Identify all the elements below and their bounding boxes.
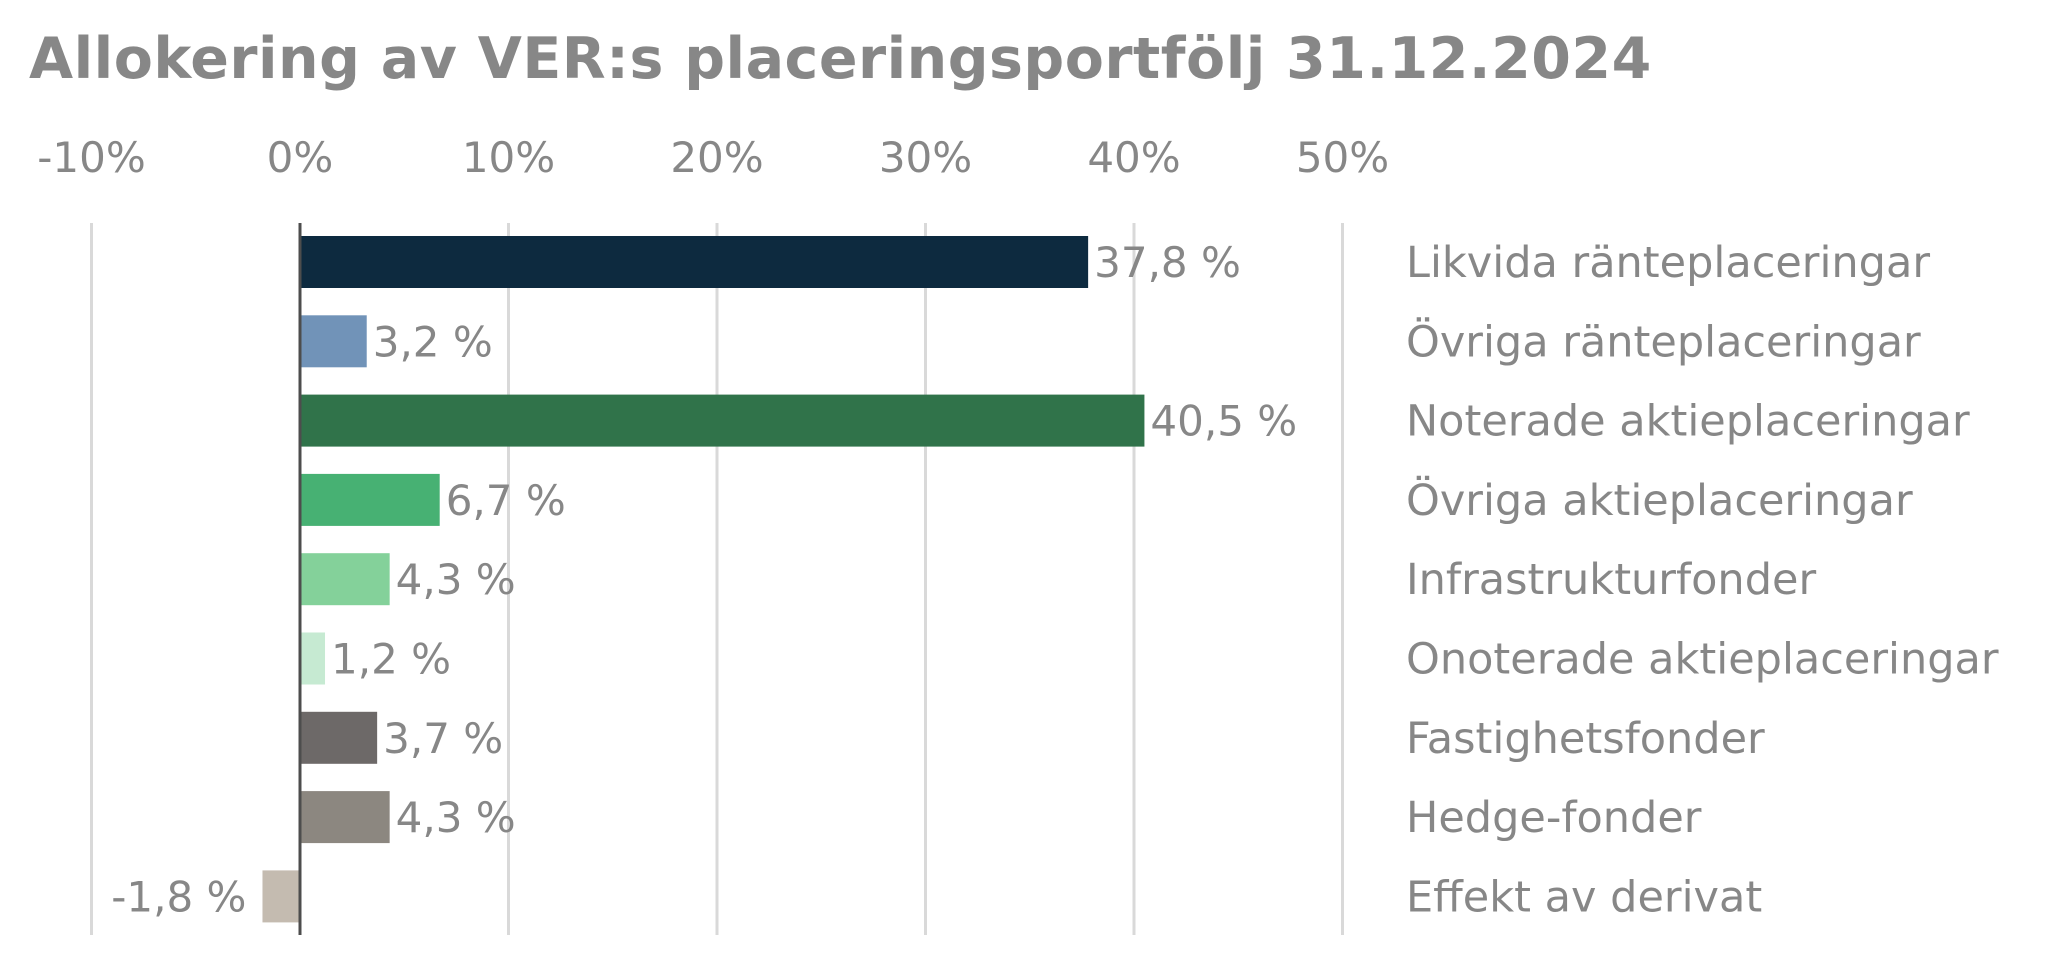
category-label: Hedge-fonder	[1406, 793, 1702, 843]
category-label: Effekt av derivat	[1406, 872, 1762, 922]
bar	[300, 791, 390, 844]
category-label: Onoterade aktieplaceringar	[1406, 635, 1999, 685]
x-tick-label: 30%	[879, 133, 972, 182]
x-tick-label: 50%	[1296, 133, 1389, 182]
x-tick-label: 0%	[267, 133, 334, 182]
chart-title: Allokering av VER:s placeringsportfölj 3…	[29, 26, 1652, 92]
value-label: 3,7 %	[383, 714, 503, 763]
category-label: Övriga ränteplaceringar	[1406, 316, 1921, 367]
bar	[262, 870, 300, 923]
value-label: 4,3 %	[396, 793, 516, 842]
bar	[300, 473, 440, 526]
value-label: 3,2 %	[373, 317, 493, 366]
x-axis-ticks: -10% 0% 10% 20% 30% 40% 50%	[37, 133, 1389, 182]
value-label: 6,7 %	[446, 476, 566, 525]
category-label: Övriga aktieplaceringar	[1406, 475, 1913, 526]
value-label: 40,5 %	[1150, 397, 1297, 446]
gridlines	[90, 223, 1344, 935]
value-label: 1,2 %	[331, 635, 451, 684]
bar	[300, 394, 1145, 447]
bar	[300, 711, 378, 764]
value-labels: 37,8 % 3,2 % 40,5 % 6,7 % 4,3 % 1,2 % 3,7 % 4,3…	[111, 238, 1297, 921]
value-label: 4,3 %	[396, 555, 516, 604]
bar	[300, 553, 390, 606]
x-tick-label: 10%	[462, 133, 555, 182]
bar	[300, 632, 326, 685]
category-label: Fastighetsfonder	[1406, 714, 1765, 764]
value-label: 37,8 %	[1094, 238, 1241, 287]
category-label: Likvida ränteplaceringar	[1406, 238, 1930, 288]
category-label: Infrastrukturfonder	[1406, 555, 1816, 605]
value-label: -1,8 %	[111, 872, 246, 921]
x-tick-label: -10%	[37, 133, 146, 182]
bar	[300, 236, 1089, 288]
x-tick-label: 20%	[670, 133, 763, 182]
bar	[300, 315, 367, 368]
x-tick-label: 40%	[1087, 133, 1180, 182]
category-labels: Likvida ränteplaceringar Övriga ränteplac…	[1406, 238, 1999, 922]
category-label: Noterade aktieplaceringar	[1406, 397, 1970, 447]
bars	[262, 236, 1145, 923]
